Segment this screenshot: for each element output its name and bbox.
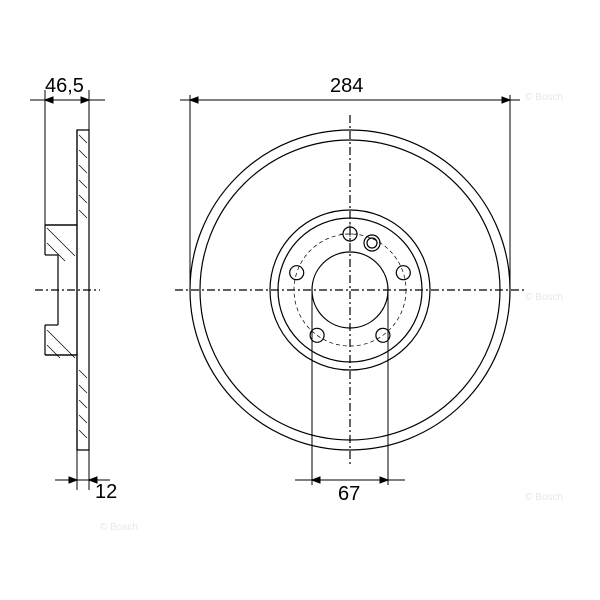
dim-bore: 67 xyxy=(338,483,360,505)
watermark: © Bosch xyxy=(525,492,563,503)
watermark: © Bosch xyxy=(525,292,563,303)
dim-thickness: 12 xyxy=(95,481,117,503)
dim-outer-diameter: 284 xyxy=(330,75,363,97)
dim-hat-height: 46,5 xyxy=(45,75,84,97)
side-view-dimensions: 46,5 12 xyxy=(30,75,117,503)
front-view xyxy=(175,115,525,465)
watermark: © Bosch xyxy=(525,92,563,103)
watermark: © Bosch xyxy=(100,522,138,533)
technical-drawing: © Bosch © Bosch © Bosch © Bosch xyxy=(0,0,600,600)
